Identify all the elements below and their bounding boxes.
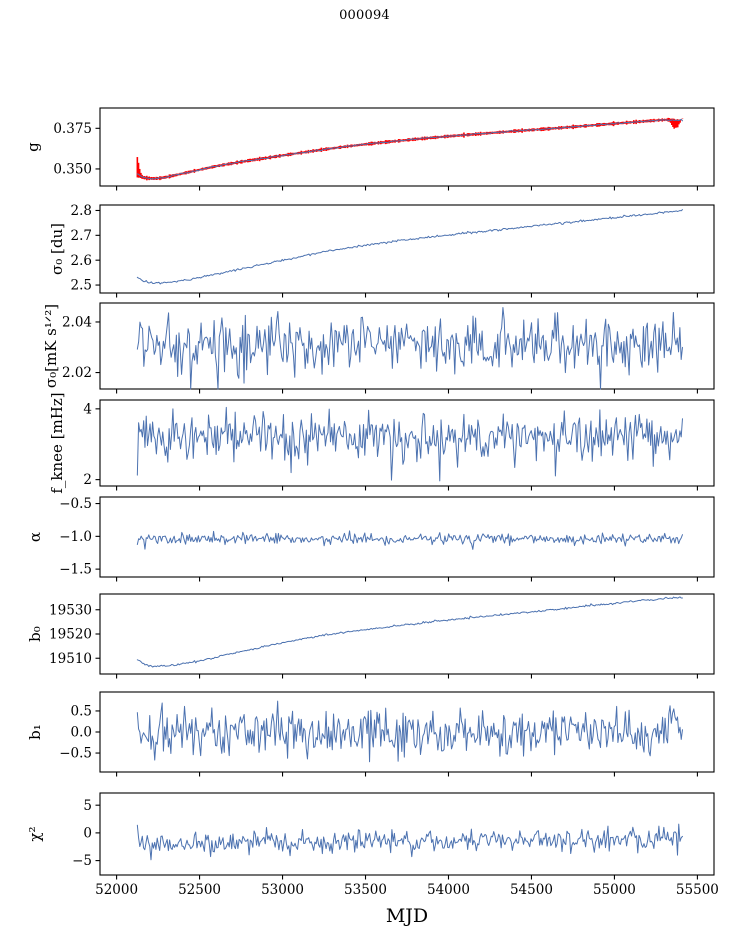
ytick-label-1-1: 2.6: [71, 253, 92, 269]
xtick-label-4: 54000: [427, 882, 470, 898]
ylabel-6: b₁: [26, 724, 44, 740]
xtick-label-7: 55500: [676, 882, 719, 898]
ylabel-4: α: [26, 532, 44, 542]
figure-title: 000094: [339, 8, 390, 23]
panel-frame-2: [99, 302, 715, 390]
ylabel-1: σ₀ [du]: [48, 223, 66, 275]
ylabel-0: g: [24, 142, 42, 152]
ylabel-group-1: σ₀ [du]: [48, 223, 66, 275]
ytick-label-6-0: −0.5: [59, 746, 92, 762]
ylabel-3: f_knee [mHz]: [48, 392, 66, 493]
ytick-label-6-2: 0.5: [71, 704, 92, 720]
ytick-label-0-0: 0.350: [53, 162, 92, 178]
xtick-label-3: 53500: [344, 882, 387, 898]
panel-frame-4: [99, 496, 715, 578]
panel-frame-3: [99, 399, 715, 487]
series-sigma0_mK: [136, 307, 683, 390]
ylabel-group-0: g: [24, 142, 42, 152]
panel-frame-0: [99, 107, 715, 187]
series-g error band: [136, 117, 684, 181]
series-g: [136, 118, 683, 180]
ylabel-group-3: f_knee [mHz]: [48, 392, 66, 493]
panel-frame-1: [99, 204, 715, 294]
ytick-label-1-2: 2.7: [71, 228, 92, 244]
ytick-label-5-1: 19520: [49, 627, 92, 643]
series-alpha: [136, 530, 683, 550]
ytick-label-3-1: 4: [83, 401, 92, 417]
ytick-label-2-0: 2.02: [62, 365, 92, 381]
ytick-label-5-2: 19530: [49, 602, 92, 618]
ylabel-group-4: α: [26, 532, 44, 542]
ylabel-2: σ₀[mK s¹ᐟ²]: [42, 304, 60, 388]
ytick-label-4-0: −0.5: [59, 496, 92, 512]
xtick-label-6: 55000: [593, 882, 636, 898]
xtick-label-2: 53000: [261, 882, 304, 898]
ytick-label-2-1: 2.04: [62, 315, 92, 331]
series-b0: [136, 596, 683, 668]
ytick-label-1-0: 2.5: [71, 278, 92, 294]
ytick-label-1-3: 2.8: [71, 203, 92, 219]
xtick-label-1: 52500: [178, 882, 221, 898]
ylabel-group-5: b₀: [26, 626, 44, 642]
series-chi2: [136, 823, 683, 861]
ytick-label-7-2: 5: [83, 798, 92, 814]
xaxis-label: MJD: [386, 905, 428, 927]
ytick-label-7-1: 0: [83, 825, 92, 841]
series-sigma0_du: [136, 209, 683, 285]
xtick-label-5: 54500: [510, 882, 553, 898]
xtick-label-0: 52000: [95, 882, 138, 898]
panel-frame-7: [99, 792, 715, 876]
ytick-label-3-0: 2: [83, 472, 92, 488]
ytick-label-0-1: 0.375: [53, 121, 92, 137]
ylabel-7: χ²: [26, 826, 44, 841]
ylabel-group-2: σ₀[mK s¹ᐟ²]: [42, 304, 60, 388]
ylabel-group-6: b₁: [26, 724, 44, 740]
ylabel-5: b₀: [26, 626, 44, 642]
series-b1: [136, 700, 683, 763]
ylabel-group-7: χ²: [26, 826, 44, 841]
ytick-label-4-2: −1.5: [59, 562, 92, 578]
ytick-label-6-1: 0.0: [71, 725, 92, 741]
ytick-label-7-0: −5: [72, 853, 92, 869]
ytick-label-4-1: −1.0: [59, 529, 92, 545]
ytick-label-5-0: 19510: [49, 651, 92, 667]
series-f_knee: [136, 406, 683, 482]
